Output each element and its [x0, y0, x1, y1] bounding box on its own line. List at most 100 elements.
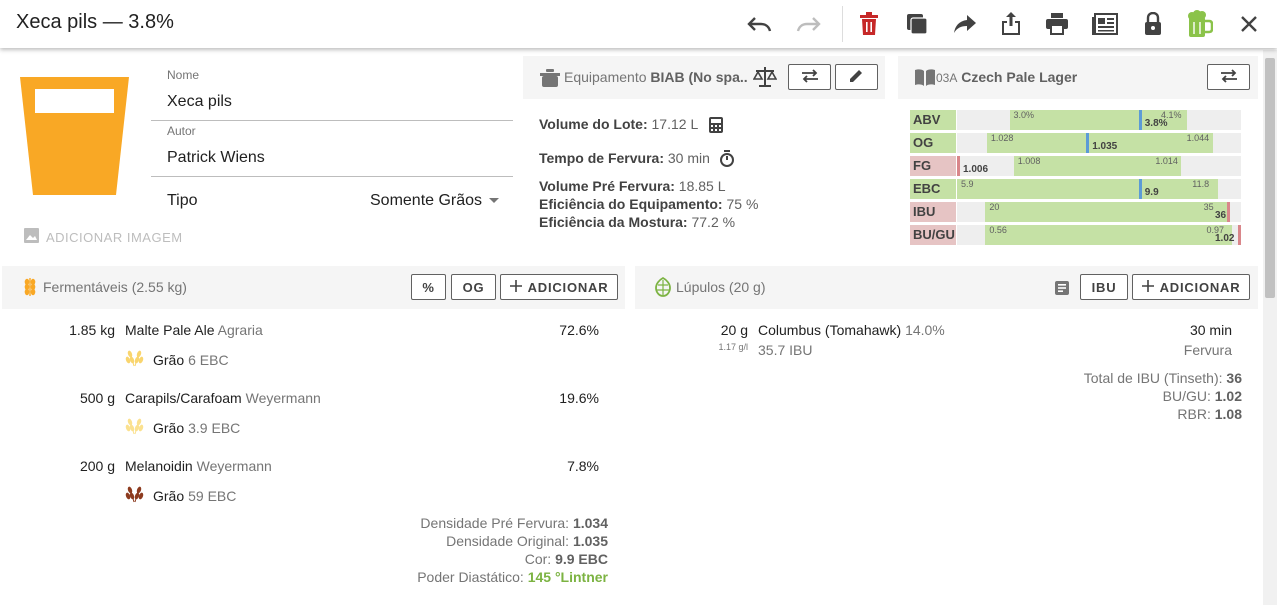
stat-range	[985, 202, 1230, 222]
name-field[interactable]: Xeca pils	[167, 93, 232, 110]
style-stat-fg: FG 1.008 1.014 1.006	[910, 156, 1241, 176]
hop-amount: 20 g	[720, 322, 748, 338]
name-underline	[151, 120, 513, 121]
plus-icon	[1141, 279, 1154, 295]
delete-icon[interactable]	[853, 8, 885, 40]
equipment-header: Equipamento BIAB (No spa...	[523, 56, 885, 99]
author-field[interactable]: Patrick Wiens	[167, 149, 265, 166]
stat-max: 11.8	[1192, 179, 1210, 189]
chevron-down-icon	[488, 192, 500, 210]
fermentable-name: Malte Pale Ale Agraria	[125, 322, 263, 338]
ibu-toggle-button[interactable]: IBU	[1080, 274, 1128, 300]
stat-track: 5.9 11.8 9.9	[957, 179, 1241, 199]
calculator-icon[interactable]	[709, 117, 723, 138]
scrollbar-thumb[interactable]	[1265, 58, 1275, 298]
rbr-ratio: RBR: 1.08	[1177, 406, 1242, 422]
stat-min: 1.008	[1017, 156, 1041, 166]
swap-icon	[801, 68, 819, 86]
stat-label: OG	[910, 133, 956, 153]
stat-range	[1009, 110, 1188, 130]
stat-track: 0.56 0.97 1.02	[957, 225, 1241, 245]
stat-min: 3.0%	[1013, 110, 1035, 120]
swap-style-button[interactable]	[1207, 64, 1250, 90]
stat-max: 4.1%	[1161, 110, 1182, 120]
stat-label: EBC	[910, 179, 956, 199]
fermentable-amount: 500 g	[79, 390, 115, 406]
swap-equipment-button[interactable]	[788, 64, 831, 90]
beer-glass-icon	[20, 77, 130, 202]
batch-volume: Volume do Lote: 17.12 L	[539, 116, 699, 132]
copy-icon[interactable]	[901, 8, 933, 40]
total-ibu: Total de IBU (Tinseth): 36	[1083, 370, 1242, 386]
scale-icon[interactable]	[752, 66, 778, 93]
stat-max: 1.014	[1155, 156, 1178, 166]
stat-value-marker	[1226, 202, 1230, 222]
add-image-button[interactable]: ADICIONAR IMAGEM	[24, 228, 183, 246]
fermentable-amount: 1.85 kg	[69, 322, 115, 338]
stat-value-marker	[957, 156, 960, 176]
grain-icon	[125, 349, 145, 370]
page-scrollbar[interactable]	[1263, 50, 1277, 605]
stat-value-marker	[1138, 110, 1142, 130]
undo-icon[interactable]	[744, 8, 776, 40]
bu-gu-ratio: BU/GU: 1.02	[1162, 388, 1242, 404]
lock-icon[interactable]	[1137, 8, 1169, 40]
stat-label: ABV	[910, 110, 956, 130]
fermentable-details: Grão 3.9 EBC	[125, 417, 240, 438]
book-icon	[915, 68, 935, 91]
stat-range	[985, 225, 1233, 245]
type-select[interactable]: Somente Grãos	[370, 192, 500, 210]
style-stat-ebc: EBC 5.9 11.8 9.9	[910, 179, 1241, 199]
stat-value: 9.9	[1144, 187, 1159, 198]
stat-value: 1.006	[963, 164, 989, 175]
recipe-title: Xeca pils — 3.8%	[16, 11, 174, 33]
stat-max: 0.97	[1206, 225, 1224, 235]
hop-icon	[654, 276, 672, 302]
style-stat-bu-gu: BU/GU 0.56 0.97 1.02	[910, 225, 1241, 245]
percent-toggle-button[interactable]: %	[411, 274, 446, 300]
stat-min: 20	[989, 202, 1000, 212]
hop-ibu: 35.7 IBU	[758, 342, 813, 358]
original-gravity: Densidade Original: 1.035	[446, 533, 608, 549]
equipment-title: Equipamento BIAB (No spa...	[564, 69, 747, 85]
stat-value: 3.8%	[1144, 118, 1168, 129]
fermentable-name: Melanoidin Weyermann	[125, 458, 272, 474]
timer-icon[interactable]	[719, 150, 735, 172]
add-image-label: ADICIONAR IMAGEM	[46, 229, 183, 245]
type-label: Tipo	[167, 192, 198, 209]
style-stat-og: OG 1.028 1.044 1.035	[910, 133, 1241, 153]
stat-min: 1.028	[990, 133, 1014, 143]
swap-icon	[1220, 68, 1238, 86]
print-icon[interactable]	[1041, 8, 1073, 40]
style-header: 03A Czech Pale Lager	[898, 56, 1258, 99]
stat-value: 1.02	[1215, 233, 1235, 244]
toolbar-divider	[842, 6, 843, 42]
newspaper-icon[interactable]	[1089, 8, 1121, 40]
app-toolbar: Xeca pils — 3.8%	[0, 0, 1277, 48]
type-value: Somente Grãos	[370, 192, 483, 209]
hops-header: Lúpulos (20 g) IBU ADICIONAR	[635, 266, 1258, 309]
beer-color: Cor: 9.9 EBC	[524, 551, 608, 567]
hop-use: Fervura	[1183, 342, 1232, 358]
close-icon[interactable]	[1233, 8, 1265, 40]
export-icon[interactable]	[995, 8, 1027, 40]
edit-equipment-button[interactable]	[835, 64, 878, 90]
fermentable-percent: 19.6%	[559, 390, 599, 406]
fermentables-header: Fermentáveis (2.55 kg) % OG ADICIONAR	[2, 266, 625, 309]
fermentable-details: Grão 59 EBC	[125, 485, 236, 506]
stat-track: 1.028 1.044 1.035	[957, 133, 1241, 153]
notes-icon[interactable]	[1055, 281, 1069, 300]
stat-track: 3.0% 4.1% 3.8%	[957, 110, 1241, 130]
share-icon[interactable]	[949, 8, 981, 40]
stat-track: 1.008 1.014 1.006	[957, 156, 1241, 176]
stat-label: BU/GU	[910, 225, 956, 245]
redo-icon[interactable]	[792, 8, 824, 40]
add-fermentable-button[interactable]: ADICIONAR	[500, 274, 618, 300]
hop-name: Columbus (Tomahawk) 14.0%	[758, 322, 945, 338]
add-hop-button[interactable]: ADICIONAR	[1132, 274, 1250, 300]
og-toggle-button[interactable]: OG	[451, 274, 496, 300]
stat-max: 35	[1203, 202, 1214, 212]
stat-range	[957, 179, 1219, 199]
beer-mug-icon[interactable]	[1184, 8, 1216, 40]
fermentable-percent: 7.8%	[567, 458, 599, 474]
